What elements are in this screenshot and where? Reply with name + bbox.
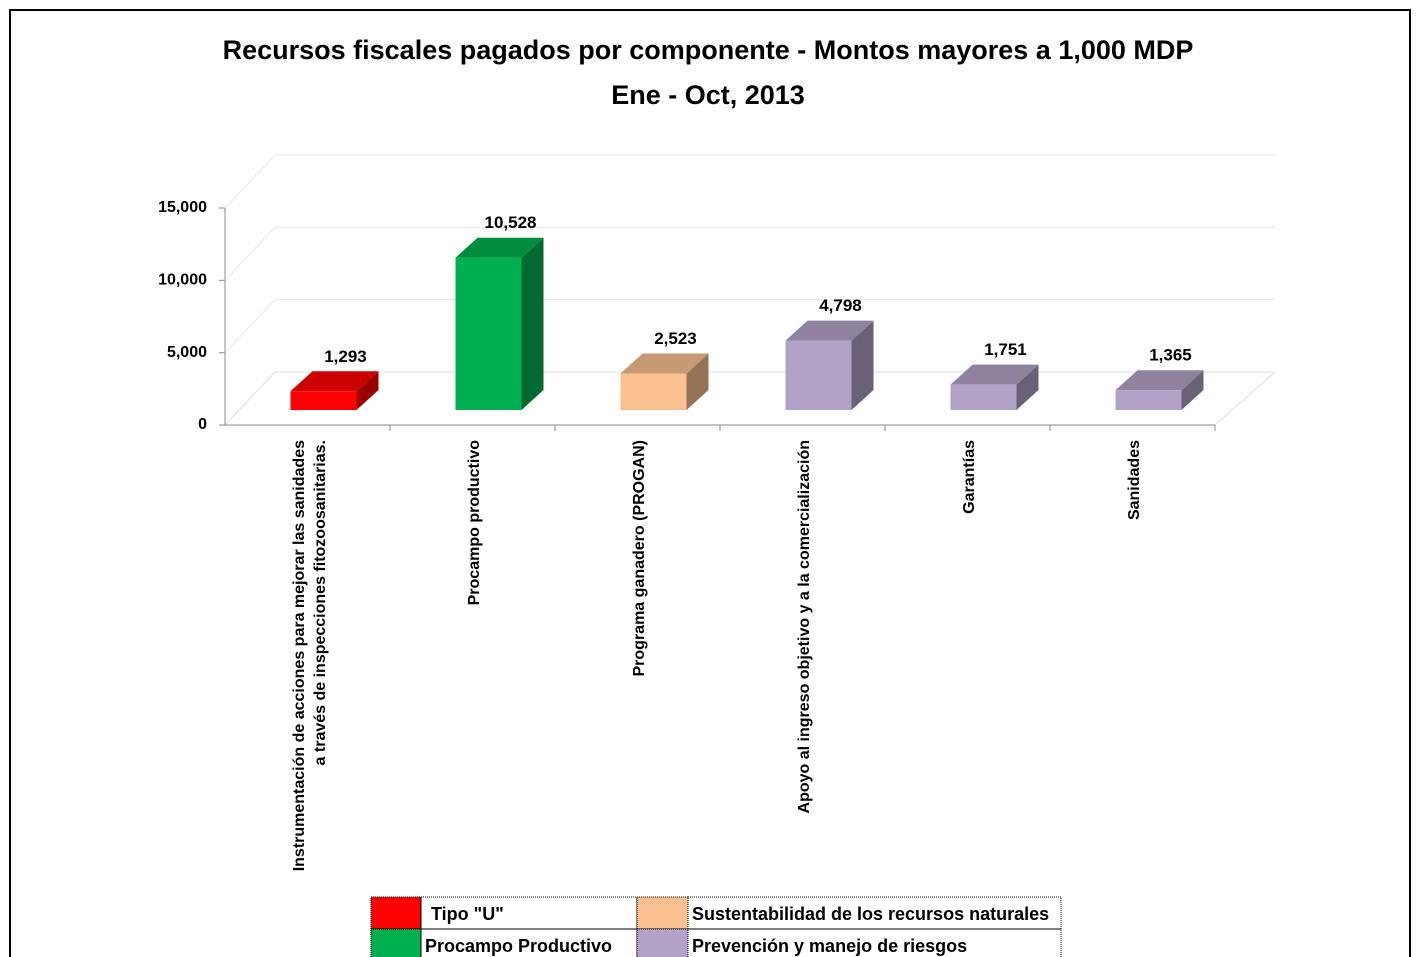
- frame: [9, 9, 1411, 957]
- bar-top: [950, 364, 1039, 385]
- legend-label: Procampo Productivo: [425, 936, 612, 956]
- legend-swatch: [370, 928, 422, 957]
- chart-subtitle: Ene - Oct, 2013: [611, 80, 805, 110]
- bar: [785, 340, 852, 410]
- grid-line: [224, 226, 1275, 281]
- legend-label: Sustentabilidad de los recursos naturale…: [692, 904, 1049, 924]
- bar: [620, 373, 687, 410]
- chart-title: Recursos fiscales pagados por componente…: [223, 35, 1194, 65]
- bar-top: [785, 320, 874, 341]
- bar: [1115, 390, 1182, 410]
- y-tick-label: 15,000: [158, 199, 207, 216]
- grid-line: [224, 154, 1275, 209]
- x-tick-label: Procampo productivo: [466, 440, 483, 606]
- grid-line: [224, 299, 1275, 354]
- data-label: 10,528: [485, 213, 537, 232]
- bar: [950, 384, 1017, 410]
- x-tick-label: Programa ganadero (PROGAN): [631, 440, 648, 677]
- bar-top: [455, 237, 544, 258]
- x-tick-label: Apoyo al ingreso objetivo y a la comerci…: [796, 440, 813, 814]
- data-label: 1,751: [984, 340, 1027, 359]
- data-label: 2,523: [654, 329, 697, 348]
- legend-swatch: [370, 896, 422, 930]
- x-tick-label: Garantías: [961, 440, 978, 514]
- data-label: 4,798: [819, 296, 862, 315]
- data-label: 1,365: [1149, 346, 1192, 365]
- y-tick-label: 10,000: [158, 272, 207, 289]
- bar-top: [290, 371, 379, 392]
- legend-swatch: [636, 928, 689, 957]
- bar-side: [851, 320, 874, 410]
- bar-side: [1016, 364, 1039, 410]
- legend-swatch: [636, 896, 689, 930]
- legend-cell: [687, 928, 1062, 957]
- bar-top: [620, 353, 709, 374]
- floor: [224, 371, 1277, 426]
- bar-top: [1115, 370, 1204, 391]
- legend-cell: [687, 896, 1062, 930]
- x-tick-label: Instrumentación de acciones para mejorar…: [290, 440, 329, 872]
- legend-label: Tipo "U": [431, 904, 504, 924]
- y-tick-label: 5,000: [167, 344, 207, 361]
- data-label: 1,293: [324, 347, 367, 366]
- bar: [290, 391, 357, 410]
- bar-side: [356, 371, 379, 410]
- x-tick-label: Sanidades: [1126, 440, 1143, 521]
- y-tick-label: 0: [198, 416, 207, 433]
- bar: [455, 257, 522, 410]
- bar-side: [686, 353, 709, 410]
- bar-side: [1181, 370, 1204, 410]
- bar-side: [521, 237, 544, 410]
- legend-label: Prevención y manejo de riesgos: [692, 936, 967, 956]
